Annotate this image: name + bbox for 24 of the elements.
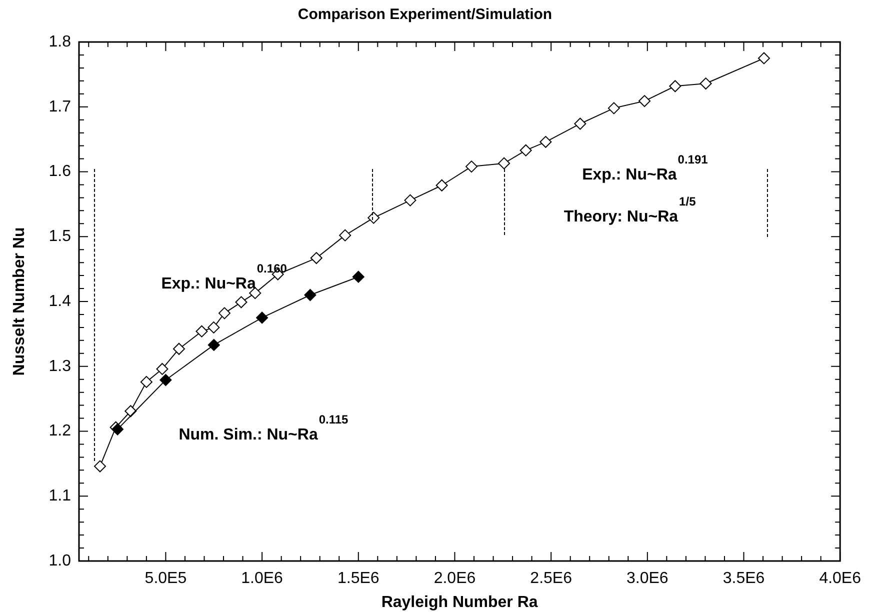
- x-tick-label: 3.0E6: [626, 570, 668, 588]
- x-tick-label: 1.5E6: [337, 570, 380, 588]
- annotation: Exp.: Nu~Ra0.160: [161, 262, 288, 293]
- x-tick-label: 1.0E6: [241, 570, 284, 588]
- annotation: Exp.: Nu~Ra0.191: [582, 152, 708, 184]
- x-tick-label: 4.0E6: [819, 570, 862, 588]
- y-axis-title: Nusselt Number Nu: [11, 227, 28, 376]
- x-tick-label: 5.0E5: [144, 570, 187, 588]
- y-tick-label: 1.6: [48, 163, 72, 180]
- y-tick-label: 1.4: [48, 292, 72, 310]
- y-tick-label: 1.2: [48, 422, 72, 440]
- y-tick-label: 1.8: [48, 33, 72, 50]
- x-tick-label: 2.5E6: [530, 570, 572, 588]
- x-tick-label: 2.0E6: [434, 570, 476, 588]
- chart-title: Comparison Experiment/Simulation: [298, 6, 552, 24]
- y-tick-label: 1.3: [48, 358, 72, 375]
- annotation: Num. Sim.: Nu~Ra0.115: [178, 412, 349, 444]
- x-tick-label: 3.5E6: [722, 570, 765, 588]
- y-tick-label: 1.1: [48, 488, 72, 505]
- y-tick-label: 1.7: [48, 98, 72, 116]
- x-axis-title: Rayleigh Number Ra: [381, 594, 538, 611]
- annotation: Theory: Nu~Ra1/5: [564, 194, 696, 226]
- y-tick-label: 1.5: [48, 228, 72, 246]
- y-tick-label: 1.0: [48, 552, 72, 570]
